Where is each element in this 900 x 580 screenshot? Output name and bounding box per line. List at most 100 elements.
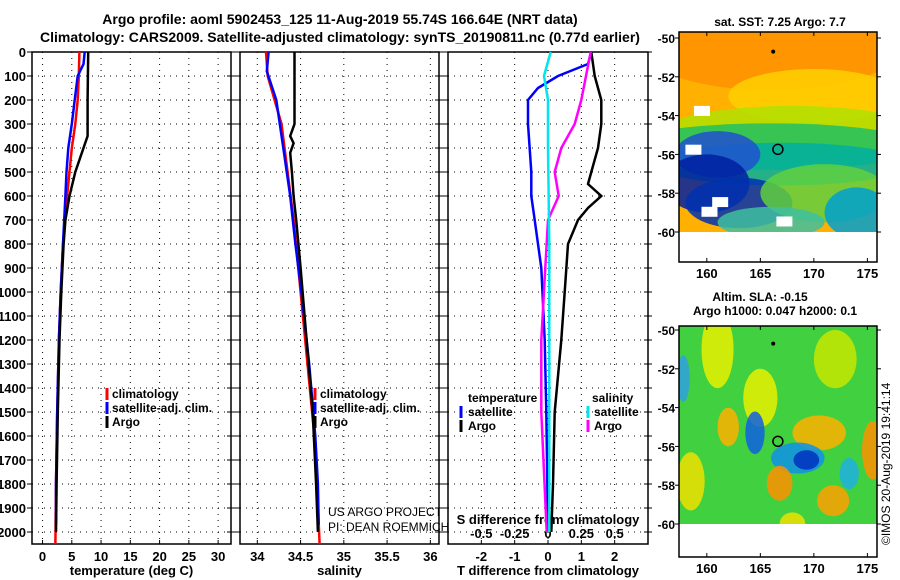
lon-tick-label: 175 bbox=[857, 266, 879, 281]
lon-tick-label: 170 bbox=[803, 561, 825, 576]
y-tick-label: 1800 bbox=[0, 477, 26, 492]
legend-label: satellite bbox=[468, 405, 513, 419]
map-patch bbox=[839, 458, 859, 490]
x-axis-label: temperature (deg C) bbox=[70, 563, 194, 578]
missing-data-patch bbox=[701, 206, 718, 217]
missing-data-patch bbox=[685, 144, 702, 155]
series-line-temperature-satellite bbox=[526, 51, 593, 533]
lon-tick-label: 170 bbox=[803, 266, 825, 281]
argo-profile-marker bbox=[772, 143, 784, 156]
map-patch bbox=[793, 450, 820, 470]
legend-label: Argo bbox=[468, 419, 496, 433]
panel-salinity: 34 34.5 35 35.5 36 salinity climatologysatelli… bbox=[235, 51, 443, 578]
sst-map-title: sat. SST: 7.25 Argo: 7.7 bbox=[714, 15, 846, 29]
lat-tick-label: -50 bbox=[658, 32, 676, 46]
x-tick-label: 20 bbox=[152, 549, 166, 564]
credit-pi: PI: DEAN ROEMMICH bbox=[328, 520, 449, 534]
lat-tick-label: -50 bbox=[658, 324, 676, 338]
panel-temperature: 0100200300400500600700800900100011001200… bbox=[0, 45, 235, 578]
series-line-salinity-satellite bbox=[542, 51, 552, 532]
map-sla: -50 -52 -54 -56 -58 -60 160 165 170 175 bbox=[658, 324, 881, 576]
y-tick-label: 500 bbox=[4, 165, 26, 180]
x-tick-label: 5 bbox=[68, 549, 75, 564]
x-tick-label: 30 bbox=[211, 549, 225, 564]
map-patch bbox=[862, 421, 877, 480]
legend-label: satellite-adj. clim. bbox=[320, 401, 420, 415]
panel-difference: -2 -1 0 1 2T difference from climatology -0.5… bbox=[443, 51, 652, 578]
lat-tick-label: -52 bbox=[658, 363, 676, 377]
map-frame bbox=[678, 31, 878, 263]
lat-tick-label: -58 bbox=[658, 187, 676, 201]
y-tick-label: 700 bbox=[4, 213, 26, 228]
legend-label: climatology bbox=[112, 387, 179, 401]
x-tick-label: 10 bbox=[94, 549, 108, 564]
series-line-satellite-adj-clim- bbox=[265, 51, 320, 525]
x-tick-label: 34.5 bbox=[288, 549, 313, 564]
y-tick-label: 1400 bbox=[0, 381, 26, 396]
island-marker bbox=[771, 49, 776, 54]
x-tick-label: 35 bbox=[337, 549, 351, 564]
plot-frame bbox=[31, 51, 232, 545]
lon-tick-label: 160 bbox=[696, 561, 718, 576]
x-axis-label: T difference from climatology bbox=[457, 563, 640, 578]
lon-tick-label: 175 bbox=[857, 561, 879, 576]
map-patch bbox=[813, 330, 857, 389]
lat-tick-label: -52 bbox=[658, 71, 676, 85]
sla-map-subtitle: Argo h1000: 0.047 h2000: 0.1 bbox=[693, 304, 857, 318]
map-sst: -50 -52 -54 -56 -58 -60 160 165 170 175 bbox=[658, 31, 881, 281]
map-patch bbox=[701, 326, 734, 389]
plot-frame bbox=[239, 51, 440, 545]
x2-tick-label: -0.25 bbox=[500, 526, 530, 541]
x-tick-label: -1 bbox=[509, 549, 521, 564]
series-line-temperature-argo bbox=[550, 51, 604, 533]
x-tick-label: 1 bbox=[578, 549, 585, 564]
map-patch bbox=[824, 187, 877, 232]
title-line-2: Climatology: CARS2009. Satellite-adjuste… bbox=[40, 29, 640, 45]
map-patch bbox=[745, 411, 765, 455]
x-tick-label: 34 bbox=[250, 549, 265, 564]
lat-tick-label: -58 bbox=[658, 479, 676, 493]
map-patch bbox=[717, 407, 739, 447]
x2-tick-label: 0.25 bbox=[569, 526, 594, 541]
x-axis-label: salinity bbox=[317, 563, 363, 578]
y-tick-label: 1700 bbox=[0, 453, 26, 468]
map-field bbox=[679, 32, 877, 232]
x2-tick-label: 0.5 bbox=[606, 526, 624, 541]
x-tick-label: -2 bbox=[476, 549, 488, 564]
series-line-argo bbox=[54, 51, 90, 533]
legend-title-salinity: salinity bbox=[592, 391, 634, 405]
y-tick-label: 1500 bbox=[0, 405, 26, 420]
lat-tick-label: -56 bbox=[658, 440, 676, 454]
y-tick-label: 1600 bbox=[0, 429, 26, 444]
x-tick-label: 35.5 bbox=[374, 549, 399, 564]
y-tick-label: 100 bbox=[4, 69, 26, 84]
series-line-argo bbox=[288, 52, 320, 533]
y-tick-label: 2000 bbox=[0, 525, 26, 540]
map-patch bbox=[717, 206, 825, 232]
lon-tick-label: 165 bbox=[749, 266, 771, 281]
y-tick-label: 300 bbox=[4, 117, 26, 132]
y-tick-label: 1200 bbox=[0, 333, 26, 348]
series-line-salinity-argo bbox=[540, 51, 592, 533]
x-tick-label: 2 bbox=[611, 549, 618, 564]
legend-title-temperature: temperature bbox=[468, 391, 538, 405]
map-patch bbox=[792, 415, 846, 451]
y-tick-label: 400 bbox=[4, 141, 26, 156]
y-tick-label: 800 bbox=[4, 237, 26, 252]
map-patch bbox=[743, 368, 778, 427]
map-patch bbox=[679, 452, 705, 511]
lat-tick-label: -54 bbox=[658, 402, 676, 416]
map-frame bbox=[678, 325, 878, 558]
x-tick-label: 0 bbox=[544, 549, 551, 564]
legend-label: satellite-adj. clim. bbox=[112, 401, 212, 415]
lat-tick-label: -60 bbox=[658, 518, 676, 532]
map-patch bbox=[779, 512, 806, 524]
sla-map-title: Altim. SLA: -0.15 bbox=[712, 290, 808, 304]
island-marker bbox=[771, 341, 776, 346]
map-patch bbox=[766, 465, 793, 501]
credit-project: US ARGO PROJECT bbox=[328, 505, 443, 519]
y-tick-label: 1900 bbox=[0, 501, 26, 516]
argo-profile-marker bbox=[772, 435, 784, 448]
map-patch bbox=[817, 485, 850, 517]
lat-tick-label: -56 bbox=[658, 148, 676, 162]
